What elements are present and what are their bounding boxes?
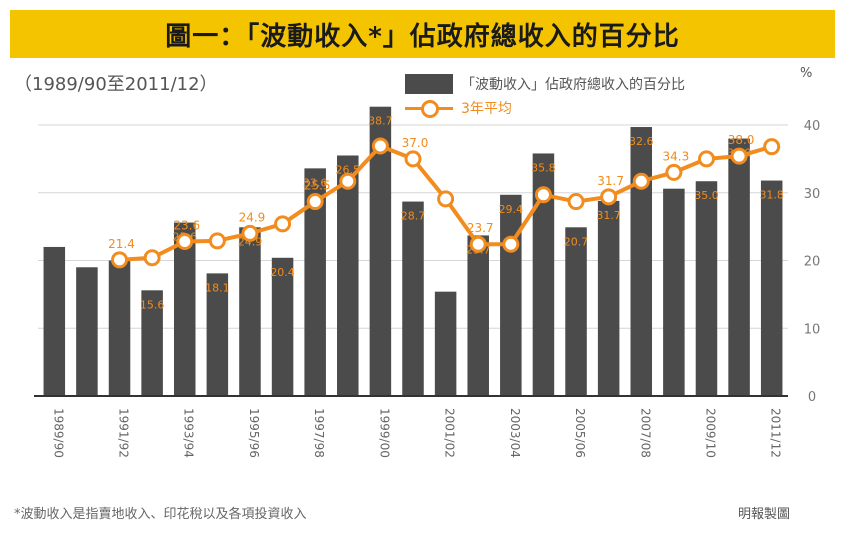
legend-line-label: 3年平均 [461, 101, 512, 117]
line-value-label: 21.4 [108, 237, 135, 251]
x-tick-label: 2005/06 [573, 408, 587, 458]
line-point [111, 251, 129, 269]
legend-bar-swatch-icon [405, 74, 453, 94]
x-tick-label: 1993/94 [182, 408, 196, 458]
legend-line-swatch-icon [405, 98, 453, 118]
legend-item-line: 3年平均 [405, 96, 795, 120]
line-point [274, 215, 292, 233]
legend: 「波動收入」佔政府總收入的百分比 3年平均 [405, 72, 795, 120]
bar [565, 227, 587, 396]
bar [663, 188, 685, 396]
line-point [502, 235, 520, 253]
bar [304, 168, 326, 396]
x-tick-label: 1995/96 [247, 408, 261, 458]
bar [369, 106, 392, 397]
bar-value-label: 35.0 [694, 189, 719, 202]
x-tick-label: 1991/92 [117, 408, 131, 458]
bar-value-label: 20.4 [270, 266, 295, 279]
bar [206, 273, 229, 396]
line-point [306, 193, 324, 211]
x-tick-label: 1989/90 [51, 408, 65, 458]
bar [271, 257, 294, 396]
bar [76, 267, 98, 396]
line-point [534, 186, 552, 204]
y-tick-label: 10 [804, 322, 821, 337]
line-point [437, 190, 455, 208]
x-tick-label: 1999/00 [377, 408, 391, 458]
x-tick-label: 2007/08 [638, 408, 652, 458]
line-point [208, 232, 226, 250]
line-point [665, 163, 683, 181]
bar [467, 235, 489, 396]
line-value-label: 37.0 [402, 136, 429, 150]
y-tick-label: 20 [804, 255, 821, 270]
bar-value-label: 18.1 [205, 281, 230, 294]
line-value-label: 23.7 [467, 221, 494, 235]
bar [500, 194, 522, 396]
line-value-label: 34.3 [663, 149, 690, 163]
line-value-label: 31.7 [597, 174, 624, 188]
y-tick-label: 30 [804, 187, 821, 202]
bar [43, 246, 66, 396]
line-point [176, 233, 194, 251]
line-point [404, 150, 422, 168]
x-tick-label: 2001/02 [443, 408, 457, 458]
title-banner: 圖一：「波動收入*」佔政府總收入的百分比 [10, 10, 835, 58]
legend-item-bar: 「波動收入」佔政府總收入的百分比 [405, 72, 795, 96]
footnote: *波動收入是指賣地收入、印花稅以及各項投資收入 [14, 507, 307, 522]
line-value-label: 25.5 [304, 179, 331, 193]
y-tick-label: 40 [804, 119, 821, 134]
line-point [763, 138, 781, 156]
bar-value-label: 32.6 [629, 135, 654, 148]
bar-value-label: 15.6 [140, 298, 165, 311]
line-point [730, 147, 748, 165]
bar [173, 222, 196, 396]
x-tick-label: 2003/04 [508, 408, 522, 458]
x-tick-label: 2009/10 [703, 408, 717, 458]
bar [337, 155, 359, 396]
line-point [697, 150, 715, 168]
bar-value-label: 31.7 [596, 209, 621, 222]
line-value-label: 38.0 [728, 133, 755, 147]
chart-subtitle: （1989/90至2011/12） [14, 74, 218, 95]
x-tick-label: 1997/98 [312, 408, 326, 458]
line-point [339, 172, 357, 190]
legend-bar-label: 「波動收入」佔政府總收入的百分比 [461, 77, 685, 93]
bar-value-label: 33.6 [303, 176, 328, 189]
bar [695, 181, 718, 396]
bar [402, 201, 424, 396]
line-point [143, 249, 161, 267]
bar-value-label: 31.8 [759, 189, 784, 202]
y-tick-label: 0 [808, 390, 816, 405]
bar [434, 291, 457, 396]
line-point [600, 188, 618, 206]
bar-value-label: 35.8 [531, 161, 556, 174]
line-value-label: 23.6 [173, 219, 200, 233]
x-tick-label: 2011/12 [769, 408, 783, 458]
bar-value-label: 28.7 [401, 210, 426, 223]
y-axis-unit: % [800, 66, 813, 81]
bar-value-label: 38.7 [368, 115, 393, 128]
bar-value-label: 20.7 [564, 235, 589, 248]
bar [239, 227, 261, 396]
bar-value-label: 29.4 [499, 203, 524, 216]
line-point [241, 224, 259, 242]
line-point [632, 172, 650, 190]
line-point [469, 235, 487, 253]
bar [532, 153, 555, 396]
bar [141, 290, 163, 396]
bar [630, 127, 653, 396]
line-value-label: 24.9 [239, 210, 266, 224]
chart-title: 圖一：「波動收入*」佔政府總收入的百分比 [165, 21, 680, 52]
line-point [567, 193, 585, 211]
bar [108, 260, 131, 396]
bar [728, 138, 750, 397]
bar [597, 200, 620, 396]
bar [760, 180, 783, 396]
line-point [371, 137, 389, 155]
source-credit: 明報製圖 [738, 507, 791, 522]
